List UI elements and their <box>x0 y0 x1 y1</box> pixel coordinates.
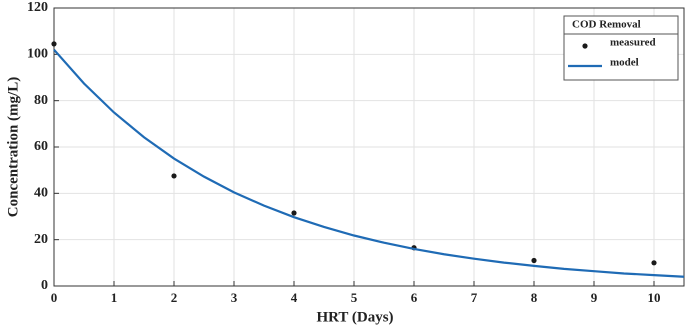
y-tick-label: 40 <box>34 186 48 201</box>
x-tick-label: 5 <box>351 290 358 305</box>
y-tick-label: 60 <box>34 139 48 154</box>
x-tick-label: 8 <box>531 290 538 305</box>
y-tick-label: 100 <box>27 47 48 62</box>
legend-title: COD Removal <box>572 19 641 31</box>
x-tick-label: 10 <box>648 290 661 305</box>
legend-box <box>563 15 679 81</box>
y-tick-label: 0 <box>41 278 48 293</box>
y-tick-label: 80 <box>34 93 48 108</box>
y-axis-label: Concentration (mg/L) <box>5 77 21 217</box>
x-tick-label: 7 <box>471 290 478 305</box>
data-point <box>291 210 297 216</box>
data-point <box>531 257 537 264</box>
data-point <box>651 260 657 266</box>
x-tick-label: 1 <box>111 290 118 305</box>
data-point <box>51 41 57 47</box>
x-tick-label: 4 <box>291 290 298 305</box>
y-tick-label: 120 <box>27 0 48 15</box>
x-tick-label: 9 <box>591 290 598 305</box>
legend-label: model <box>610 57 639 69</box>
y-tick-label: 20 <box>34 232 48 247</box>
x-tick-label: 2 <box>171 290 178 305</box>
data-point <box>171 173 177 179</box>
plot-frame <box>53 7 685 287</box>
legend-label: measured <box>610 37 656 49</box>
x-tick-label: 3 <box>231 290 238 305</box>
x-axis-label: HRT (Days) <box>316 309 393 325</box>
legend-marker <box>582 43 588 49</box>
x-tick-label: 0 <box>51 290 58 305</box>
x-tick-label: 6 <box>411 290 418 305</box>
model-line <box>53 48 685 278</box>
